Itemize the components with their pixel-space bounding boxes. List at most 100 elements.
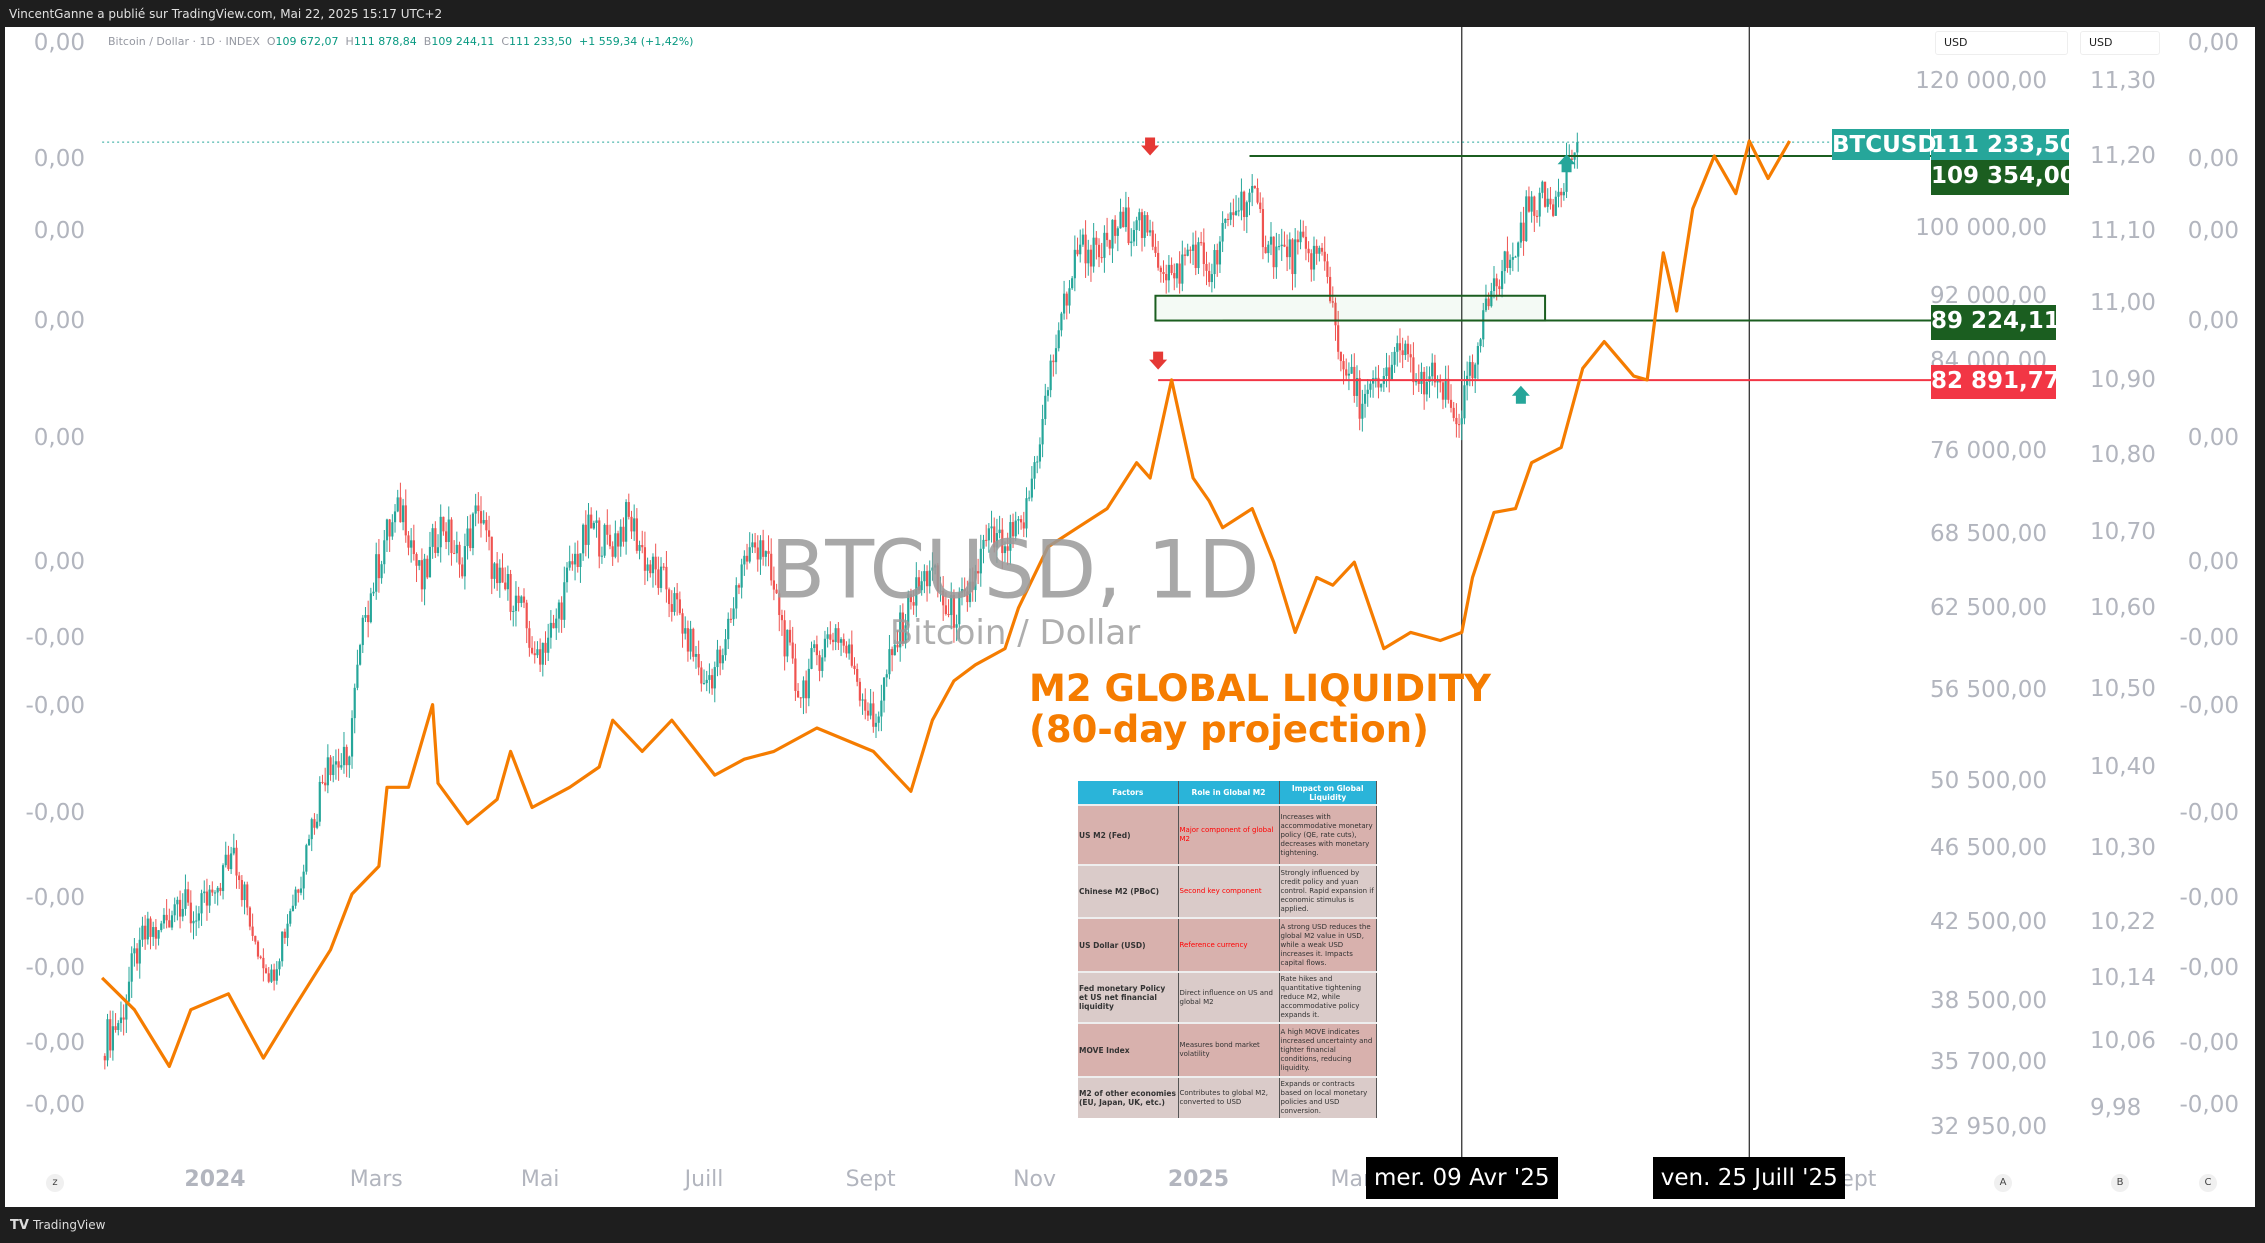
- candle-up: [369, 593, 372, 623]
- candle-up: [1517, 242, 1520, 257]
- candle-down: [611, 546, 614, 557]
- candle-down: [1447, 378, 1450, 400]
- candle-down: [1202, 242, 1205, 265]
- candle-up: [401, 505, 405, 523]
- legend-symbol[interactable]: Bitcoin / Dollar · 1D · INDEX: [108, 35, 260, 48]
- axis-a-tick: 35 700,00: [1929, 1048, 2047, 1075]
- axis-b-auto-button[interactable]: B: [2111, 1174, 2129, 1192]
- candle-down: [1259, 202, 1262, 210]
- candle-down: [829, 634, 832, 640]
- candle-up: [1288, 239, 1291, 258]
- axis-a-auto-button[interactable]: A: [1994, 1174, 2012, 1192]
- candle-up: [764, 551, 767, 557]
- candle-up: [955, 624, 958, 628]
- axis-b-tick: 10,50: [2090, 676, 2156, 703]
- candle-up: [1132, 230, 1136, 242]
- candle-up: [549, 622, 552, 638]
- candle-up: [176, 899, 179, 905]
- candle-up: [1562, 191, 1565, 196]
- axis-b-tick: 11,10: [2090, 218, 2156, 245]
- candle-down: [1423, 371, 1426, 395]
- x-axis-tick: 2024: [184, 1167, 246, 1192]
- candle-down: [985, 539, 988, 541]
- candle-up: [861, 699, 864, 701]
- footer-brand[interactable]: TradingView: [32, 1218, 106, 1232]
- candle-down: [1189, 249, 1192, 251]
- candle-up: [1062, 293, 1066, 314]
- candle-down: [227, 854, 230, 870]
- candle-down: [952, 595, 956, 628]
- candle-down: [501, 567, 504, 583]
- candle-down: [1272, 236, 1275, 268]
- candle-down: [1162, 272, 1165, 275]
- candle-down: [643, 547, 647, 571]
- axis-b-tick: 11,20: [2090, 143, 2156, 169]
- candle-up: [396, 497, 399, 512]
- candle-up: [1396, 343, 1399, 352]
- candle-up: [619, 526, 622, 547]
- candle-down: [254, 935, 257, 942]
- tradingview-logo-icon[interactable]: TV: [10, 1218, 29, 1233]
- x-axis-tick: Mars: [349, 1167, 403, 1192]
- candle-down: [552, 622, 555, 629]
- candle-down: [1264, 247, 1267, 254]
- candle-down: [1011, 522, 1015, 537]
- candle-down: [1457, 424, 1461, 426]
- crosshair-date-label: ven. 25 Juill '25: [1653, 1157, 1846, 1199]
- axis-left-tick: 0,00: [33, 548, 85, 575]
- candle-down: [1560, 191, 1563, 196]
- candle-down: [1208, 270, 1211, 283]
- candle-up: [1092, 237, 1095, 267]
- candle-down: [971, 581, 974, 591]
- legend-change: +1 559,34 (+1,42%): [579, 35, 694, 48]
- candle-up: [1414, 380, 1418, 383]
- candle-up: [727, 618, 730, 640]
- candle-up: [1245, 202, 1248, 218]
- candle-up: [498, 567, 501, 584]
- candle-down: [891, 649, 894, 656]
- candle-up: [877, 716, 880, 723]
- candle-up: [874, 722, 878, 727]
- candle-down: [525, 602, 528, 629]
- candle-down: [657, 569, 660, 588]
- table-cell-role: Second key component: [1178, 864, 1280, 918]
- candle-down: [616, 533, 620, 547]
- candle-down: [1178, 263, 1181, 284]
- candle-up: [928, 570, 931, 587]
- candle-down: [590, 514, 593, 529]
- candle-down: [442, 516, 445, 532]
- candle-down: [1409, 354, 1412, 358]
- candle-down: [1570, 158, 1574, 160]
- support-zone[interactable]: [1154, 294, 1547, 322]
- candle-down: [1170, 264, 1173, 274]
- candle-up: [595, 520, 598, 523]
- table-cell-role: Major component of global M2: [1178, 804, 1280, 865]
- candle-down: [1320, 247, 1324, 252]
- candle-down: [700, 667, 703, 684]
- candle-down: [205, 891, 209, 906]
- axis-b-currency[interactable]: USD: [2080, 31, 2160, 55]
- candle-up: [1044, 395, 1047, 419]
- candle-down: [791, 642, 794, 659]
- candle-up: [1476, 346, 1479, 365]
- candle-up: [1500, 271, 1504, 290]
- axis-a-tick: 68 500,00: [1929, 521, 2047, 548]
- candle-down: [1377, 377, 1380, 388]
- candle-up: [275, 969, 278, 981]
- axis-a-currency[interactable]: USD: [1935, 31, 2068, 55]
- candle-up: [721, 655, 724, 664]
- candle-up: [1482, 310, 1485, 340]
- candle-down: [853, 665, 856, 669]
- candle-up: [1028, 497, 1031, 499]
- candle-up: [1275, 246, 1278, 268]
- table-row: US Dollar (USD) Reference currency A stron…: [1078, 917, 1377, 972]
- candle-up: [786, 629, 789, 657]
- candle-down: [571, 561, 574, 565]
- zoom-button[interactable]: z: [46, 1174, 64, 1192]
- candle-up: [305, 845, 308, 872]
- table-row: Fed monetary Policy et US net financial …: [1078, 971, 1377, 1023]
- price-label-previous-peak: 82 891,77: [1931, 365, 2060, 399]
- axis-c-tick: -0,00: [2179, 885, 2239, 912]
- axis-c-auto-button[interactable]: C: [2199, 1174, 2217, 1192]
